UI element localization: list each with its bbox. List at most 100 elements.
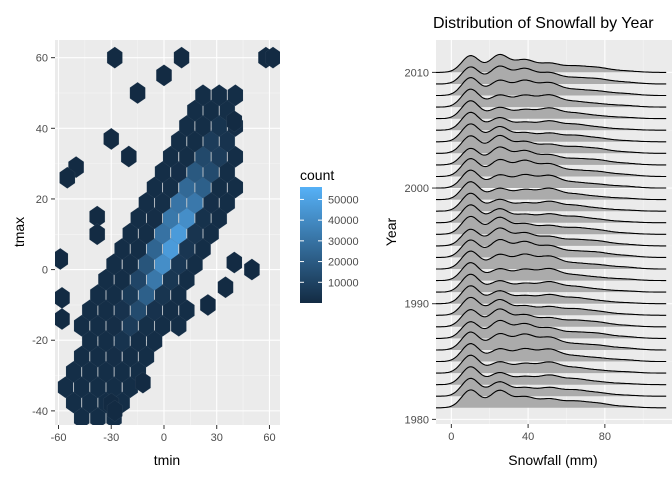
ridgeline-y-ticks: 1980 1990 2000 2010 [405, 67, 436, 426]
hexbin-outlier-hexagon [89, 223, 106, 246]
ridgeline-x-axis-title: Snowfall (mm) [508, 452, 597, 468]
ridgeline-y-axis-title: Year [383, 218, 399, 247]
ridgeline-density-line [436, 389, 667, 409]
ridgeline-density-fill [436, 366, 667, 385]
ridgeline-density-fill [436, 320, 667, 339]
hexbin-hexagon [211, 84, 228, 107]
ridgeline-density-fill [436, 123, 667, 142]
ridgeline-density-fill [436, 181, 667, 200]
hexbin-x-tick-label: 30 [211, 432, 223, 444]
ridgeline-density-fill [436, 251, 667, 269]
ridgeline-density-fill [436, 66, 667, 84]
hexbin-outlier-hexagon [59, 166, 76, 189]
hexbin-outlier-hexagon [217, 276, 234, 299]
ridgeline-density-line [436, 354, 667, 374]
hexbin-y-axis-title: tmax [11, 217, 27, 247]
hexbin-outlier-hexagon [265, 46, 280, 69]
ridgeline-density-line [436, 123, 667, 143]
hexbin-y-tick-label: -40 [32, 406, 48, 418]
ridgeline-density-fill [436, 146, 667, 165]
hexbin-y-tick-label: 0 [42, 265, 48, 277]
ridgeline-density-line [436, 238, 667, 258]
hexbin-outlier-hexagon [129, 81, 146, 104]
ridgeline-density-fill [436, 100, 667, 119]
ridgeline-density-line [436, 158, 667, 178]
hexbin-outlier-hexagon [120, 145, 137, 168]
ridgeline-density-fill [436, 274, 667, 293]
ridgeline-density-line [436, 146, 667, 166]
hexbin-x-ticks: -60 -30 0 30 60 [51, 425, 276, 444]
ridgeline-x-tick-label: 80 [599, 431, 611, 443]
ridgeline-density-fill [436, 355, 667, 374]
legend-colorbar [300, 187, 322, 303]
ridgeline-y-tick-label: 2010 [405, 67, 429, 79]
ridgeline-panel: 0 40 80 1980 1990 2000 2010 Distribution of S… [383, 15, 672, 468]
hexbin-outlier-hexagon [156, 64, 172, 87]
hexbin-outlier-hexagon [173, 46, 190, 69]
ridgeline-density-line [436, 111, 667, 131]
hexbin-panel: -60 -30 0 30 60 -40 -20 0 20 40 60 tmin tmax [11, 40, 280, 468]
ridgeline-density-line [436, 181, 667, 201]
ridgeline-density-fill [436, 89, 667, 108]
hexbin-x-axis-title: tmin [154, 452, 180, 468]
legend-tick-label: 20000 [328, 257, 359, 269]
ridgeline-x-tick-label: 40 [522, 431, 534, 443]
ridgeline-title: Distribution of Snowfall by Year [433, 15, 654, 32]
hexbin-x-tick-label: -60 [51, 432, 67, 444]
legend-tick-label: 30000 [328, 236, 359, 248]
ridgeline-density-line [436, 88, 667, 108]
ridgeline-density-line [436, 273, 667, 293]
ridgeline-density-line [436, 77, 667, 97]
ridgeline-density-line [436, 377, 667, 397]
legend-tick-label: 10000 [328, 277, 359, 289]
ridgeline-density-line [436, 285, 667, 305]
hexbin-y-tick-label: 40 [36, 123, 48, 135]
ridgeline-density-line [436, 343, 667, 363]
ridgeline-density-line [436, 262, 667, 282]
ridgeline-density-line [436, 250, 667, 270]
ridgeline-density-line [436, 204, 667, 224]
ridgeline-density-fill [436, 262, 667, 281]
hexbin-outlier-hexagon [106, 399, 123, 422]
legend-title: count [300, 167, 334, 183]
hexbin-outlier-hexagon [55, 308, 70, 331]
count-legend: count 10000 20000 30000 40000 50000 [300, 167, 359, 303]
ridgeline-density-line [436, 308, 667, 328]
ridgeline-density-fill [436, 343, 667, 362]
hexbin-outlier-hexagon [226, 251, 243, 274]
legend-ticks: 10000 20000 30000 40000 50000 [300, 194, 359, 289]
ridgeline-density-fill [436, 297, 667, 316]
hexbin-outlier-hexagon [106, 46, 123, 69]
hexbin-outlier-hexagon [55, 247, 69, 270]
legend-tick-label: 50000 [328, 194, 359, 206]
ridgeline-density-line [436, 331, 667, 351]
ridgeline-y-tick-label: 1990 [405, 299, 429, 311]
ridgeline-density-fill [436, 193, 667, 212]
ridgeline-density-line [436, 53, 667, 73]
ridgeline-density-line [436, 227, 667, 247]
ridgeline-density-fill [436, 227, 667, 246]
ridgeline-density-line [436, 366, 667, 386]
hexbin-x-tick-label: 0 [161, 432, 167, 444]
hexbin-hexagon [195, 84, 211, 107]
hexbin-y-tick-label: 60 [36, 53, 48, 65]
ridgeline-densities [436, 53, 667, 409]
ridgeline-y-tick-label: 1980 [405, 414, 429, 426]
hexbin-y-tick-label: 20 [36, 194, 48, 206]
hexbin-outlier-hexagon [226, 110, 243, 133]
hexbin-outlier-hexagon [103, 127, 120, 150]
hexbin-outlier-hexagon [243, 258, 260, 281]
ridgeline-density-line [436, 192, 667, 212]
ridgeline-density-fill [436, 378, 667, 397]
ridgeline-density-fill [436, 77, 667, 96]
hexbin-y-ticks: -40 -20 0 20 40 60 [32, 53, 55, 418]
ridgeline-density-line [436, 319, 667, 339]
ridgeline-density-line [436, 215, 667, 235]
ridgeline-density-line [436, 169, 667, 189]
ridgeline-density-fill [436, 158, 667, 177]
ridgeline-y-tick-label: 2000 [405, 183, 429, 195]
ridgeline-density-line [436, 296, 667, 316]
hexbin-hexagons [55, 46, 280, 425]
hexbin-outlier-hexagon [199, 293, 216, 316]
